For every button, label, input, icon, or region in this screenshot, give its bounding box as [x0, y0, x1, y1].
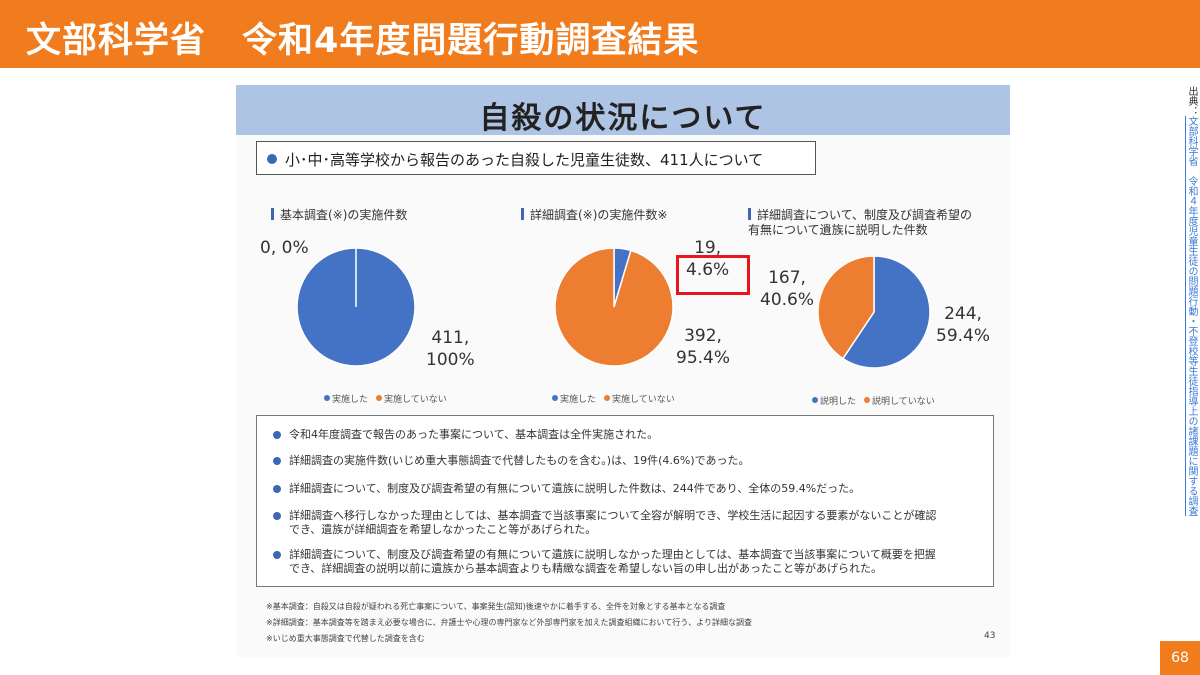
legend-label: 実施した — [560, 395, 597, 405]
chart-1-label-not-done: 0, 0% — [260, 238, 309, 258]
bullet-icon — [267, 154, 277, 164]
slide: 自殺の状況について 小･中･高等学校から報告のあった自殺した児童生徒数、411人… — [236, 85, 1010, 657]
page-number: 68 — [1160, 641, 1200, 675]
pie-slice — [817, 255, 875, 360]
legend-blue-icon — [552, 395, 558, 401]
bullet-icon — [273, 551, 281, 559]
note-item: 詳細調査について、制度及び調査希望の有無について遺族に説明しなかった理由としては… — [273, 548, 936, 576]
summary-box: 小･中･高等学校から報告のあった自殺した児童生徒数、411人について — [256, 141, 816, 175]
note-item: 詳細調査について、制度及び調査希望の有無について遺族に説明した件数は、244件で… — [273, 482, 860, 496]
slide-header: 自殺の状況について — [236, 85, 1010, 136]
slide-page-number: 43 — [984, 631, 996, 641]
legend-label: 説明していない — [872, 397, 935, 407]
legend-label: 実施していない — [384, 395, 447, 405]
legend-blue-icon — [324, 395, 330, 401]
summary-text: 小･中･高等学校から報告のあった自殺した児童生徒数、411人について — [285, 151, 764, 169]
legend-label: 実施した — [332, 395, 369, 405]
chart-2-label-not-done: 392, 95.4% — [676, 326, 731, 368]
legend-label: 実施していない — [612, 395, 675, 405]
chart-2-label-done: 19, 4.6% — [686, 238, 730, 280]
title-bar: 文部科学省 令和4年度問題行動調査結果 — [0, 0, 1200, 68]
legend-orange-icon — [376, 395, 383, 401]
source-citation: 出典：文部科学省 令和４年度児童生徒の問題行動・不登校等生徒指導上の諸課題に関す… — [1176, 86, 1197, 516]
notes-box: 令和4年度調査で報告のあった事案について、基本調査は全件実施された。 詳細調査の… — [256, 415, 994, 587]
source-link[interactable]: 文部科学省 令和４年度児童生徒の問題行動・不登校等生徒指導上の諸課題に関する調査 — [1186, 116, 1197, 516]
legend-blue-icon — [812, 397, 818, 403]
chart-2-title: 詳細調査(※)の実施件数※ — [521, 208, 667, 223]
footnote: ※基本調査：自殺又は自殺が疑われる死亡事案について、事案発生(認知)後速やかに着… — [266, 602, 726, 611]
note-item: 詳細調査の実施件数(いじめ重大事態調査で代替したものを含む。)は、19件(4.6… — [273, 454, 750, 468]
bullet-icon — [273, 431, 281, 439]
legend-orange-icon — [604, 395, 611, 401]
bullet-icon — [273, 485, 281, 493]
note-item: 令和4年度調査で報告のあった事案について、基本調査は全件実施された。 — [273, 428, 658, 442]
footnote: ※いじめ重大事態調査で代替した調査を含む — [266, 634, 425, 643]
highlight-box — [676, 255, 750, 295]
slide-title: 自殺の状況について — [479, 101, 767, 136]
chart-1-title-text: 基本調査(※)の実施件数 — [280, 208, 408, 222]
chart-3-label-explained: 244, 59.4% — [936, 304, 991, 346]
chart-1-label-done: 411, 100% — [426, 328, 475, 370]
legend-orange-icon — [864, 397, 871, 403]
chart-3-legend: 説明した 説明していない — [812, 394, 935, 407]
pie-chart-3 — [817, 255, 931, 369]
chart-2-legend: 実施した 実施していない — [552, 392, 675, 405]
footnote: ※詳細調査：基本調査等を踏まえ必要な場合に、弁護士や心理の専門家など外部専門家を… — [266, 618, 753, 627]
note-item: 詳細調査へ移行しなかった理由としては、基本調査で当該事案について全容が解明でき、… — [273, 509, 936, 537]
pie-chart-1 — [296, 247, 416, 367]
chart-3-label-not-explained: 167, 40.6% — [760, 268, 815, 310]
source-prefix: 出典： — [1186, 86, 1197, 116]
page-title: 文部科学省 令和4年度問題行動調査結果 — [26, 21, 700, 61]
chart-2-title-text: 詳細調査(※)の実施件数※ — [530, 208, 668, 222]
pie-slice — [554, 247, 674, 367]
chart-1-legend: 実施した 実施していない — [324, 392, 447, 405]
pie-slice — [841, 255, 931, 369]
title-bar-icon — [521, 208, 524, 220]
bullet-icon — [273, 457, 281, 465]
bullet-icon — [273, 512, 281, 520]
chart-1-title: 基本調査(※)の実施件数 — [271, 208, 407, 223]
title-bar-icon — [748, 208, 751, 220]
chart-3-title-text: 詳細調査について、制度及び調査希望の 有無について遺族に説明した件数 — [748, 208, 973, 237]
chart-3-title: 詳細調査について、制度及び調査希望の 有無について遺族に説明した件数 — [748, 208, 972, 238]
legend-label: 説明した — [820, 397, 857, 407]
title-bar-icon — [271, 208, 274, 220]
pie-chart-2 — [554, 247, 674, 367]
